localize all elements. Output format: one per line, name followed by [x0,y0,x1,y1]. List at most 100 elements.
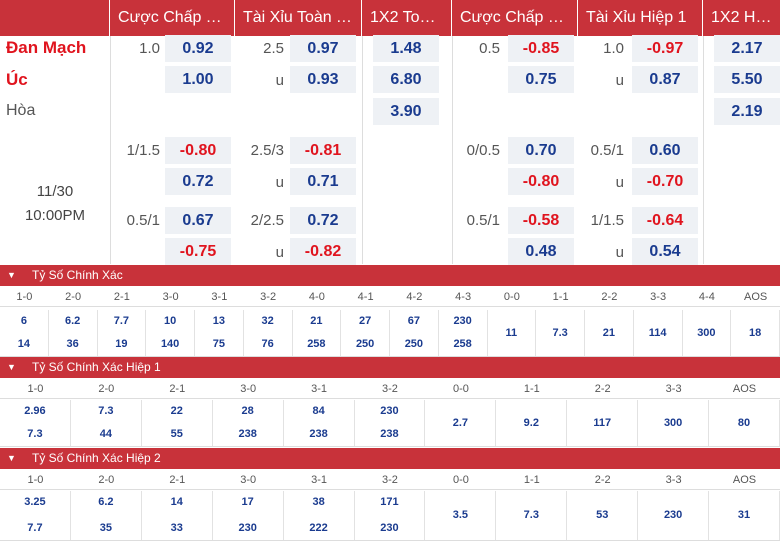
ft-ou-odds[interactable]: 0.72 [290,207,356,234]
score-odds-cell[interactable]: 230 238 [355,400,426,447]
score-odds-cell[interactable]: 117 [567,400,639,447]
draw-score-odds[interactable]: 7.3 [552,326,568,339]
away-win-odds[interactable]: 258 [307,338,326,350]
h1-ou-odds[interactable]: 0.87 [632,66,698,93]
ft-handicap-odds[interactable]: -0.80 [165,137,231,164]
section-header-second-half[interactable]: ▼ Tỷ Số Chính Xác Hiệp 2 [0,448,780,469]
home-win-odds[interactable]: 13 [212,315,225,327]
score-odds-cell[interactable]: 2.7 [425,400,497,447]
score-odds-cell[interactable]: 18 [731,310,780,357]
draw-score-odds[interactable]: 230 [663,509,683,521]
score-odds-cell[interactable]: 6.2 36 [49,310,98,357]
home-win-odds[interactable]: 2.96 [24,405,46,417]
header-ft-handicap[interactable]: Cược Chấp Toàn Trận [110,0,235,36]
home-win-odds[interactable]: 6.2 [64,315,81,327]
score-odds-cell[interactable]: 80 [709,400,780,447]
away-win-odds[interactable]: 75 [212,338,225,350]
away-win-odds[interactable]: 44 [99,428,112,440]
collapse-caret-icon[interactable]: ▼ [7,270,16,280]
score-odds-cell[interactable]: 171 230 [355,491,426,541]
h1-ou-odds[interactable]: -0.97 [632,35,698,62]
away-win-odds[interactable]: 7.3 [27,428,43,440]
h1-1x2-draw-odds[interactable]: 2.19 [714,98,780,125]
score-odds-cell[interactable]: 67 250 [390,310,439,357]
score-odds-cell[interactable]: 38 222 [284,491,355,541]
h1-ou-odds[interactable]: -0.64 [632,207,698,234]
draw-score-odds[interactable]: 300 [663,416,683,429]
away-win-odds[interactable]: 230 [238,522,257,534]
header-h1-over-under[interactable]: Tài Xỉu Hiệp 1 [578,0,703,36]
h1-1x2-home-odds[interactable]: 2.17 [714,35,780,62]
draw-score-odds[interactable]: 117 [593,416,612,429]
h1-ou-odds[interactable]: -0.70 [632,168,698,195]
draw-score-odds[interactable]: 18 [749,326,762,339]
draw-score-odds[interactable]: 31 [737,509,751,521]
header-ft-1x2[interactable]: 1X2 Toàn Trận [362,0,452,36]
ft-1x2-home-odds[interactable]: 1.48 [373,35,439,62]
home-win-odds[interactable]: 22 [170,405,183,417]
score-odds-cell[interactable]: 84 238 [284,400,355,447]
away-win-odds[interactable]: 76 [261,338,274,350]
ft-handicap-odds[interactable]: 0.67 [165,207,231,234]
away-win-odds[interactable]: 19 [115,338,128,350]
section-header-first-half[interactable]: ▼ Tỷ Số Chính Xác Hiệp 1 [0,357,780,378]
draw-score-odds[interactable]: 2.7 [452,416,469,429]
score-odds-cell[interactable]: 3.25 7.7 [0,491,71,541]
score-odds-cell[interactable]: 3.5 [425,491,497,541]
ft-1x2-draw-odds[interactable]: 3.90 [373,98,439,125]
home-win-odds[interactable]: 17 [241,496,254,508]
draw-score-odds[interactable]: 11 [505,326,518,339]
score-odds-cell[interactable]: 9.2 [496,400,568,447]
h1-handicap-odds[interactable]: 0.48 [508,238,574,265]
score-odds-cell[interactable]: 21 [585,310,634,357]
away-win-odds[interactable]: 7.7 [27,522,43,534]
home-win-odds[interactable]: 67 [407,315,420,327]
away-win-odds[interactable]: 33 [170,522,183,534]
ft-1x2-away-odds[interactable]: 6.80 [373,66,439,93]
score-odds-cell[interactable]: 7.3 [536,310,585,357]
score-odds-cell[interactable]: 114 [634,310,683,357]
ft-handicap-odds[interactable]: 0.92 [165,35,231,62]
h1-1x2-away-odds[interactable]: 5.50 [714,66,780,93]
away-win-odds[interactable]: 258 [453,338,472,350]
draw-score-odds[interactable]: 3.5 [452,509,469,521]
h1-ou-odds[interactable]: 0.54 [632,238,698,265]
score-odds-cell[interactable]: 14 33 [142,491,213,541]
home-win-odds[interactable]: 27 [359,315,372,327]
ft-ou-odds[interactable]: 0.71 [290,168,356,195]
score-odds-cell[interactable]: 13 75 [195,310,244,357]
score-odds-cell[interactable]: 6.2 35 [71,491,142,541]
score-odds-cell[interactable]: 7.3 [496,491,568,541]
h1-handicap-odds[interactable]: -0.80 [508,168,574,195]
score-odds-cell[interactable]: 21 258 [293,310,342,357]
score-odds-cell[interactable]: 32 76 [244,310,293,357]
away-win-odds[interactable]: 238 [238,428,257,440]
score-odds-cell[interactable]: 7.7 19 [98,310,147,357]
away-win-odds[interactable]: 250 [355,338,375,350]
ft-handicap-odds[interactable]: 1.00 [165,66,231,93]
score-odds-cell[interactable]: 230 258 [439,310,488,357]
score-odds-cell[interactable]: 6 14 [0,310,49,357]
score-odds-cell[interactable]: 300 [638,400,710,447]
header-h1-1x2[interactable]: 1X2 Hiệp 1 [703,0,780,36]
score-odds-cell[interactable]: 10 140 [146,310,195,357]
section-header-full-match[interactable]: ▼ Tỷ Số Chính Xác [0,265,780,286]
away-win-odds[interactable]: 238 [309,428,328,440]
home-win-odds[interactable]: 21 [310,315,323,327]
ft-ou-odds[interactable]: -0.82 [290,238,356,265]
ft-ou-odds[interactable]: -0.81 [290,137,356,164]
h1-handicap-odds[interactable]: 0.75 [508,66,574,93]
score-odds-cell[interactable]: 27 250 [341,310,390,357]
score-odds-cell[interactable]: 7.3 44 [71,400,142,447]
home-win-odds[interactable]: 38 [312,496,325,508]
ft-handicap-odds[interactable]: -0.75 [165,238,231,265]
draw-score-odds[interactable]: 7.3 [523,509,539,521]
ft-ou-odds[interactable]: 0.97 [290,35,356,62]
score-odds-cell[interactable]: 53 [567,491,639,541]
home-win-odds[interactable]: 84 [312,405,325,417]
away-win-odds[interactable]: 14 [17,338,30,350]
away-win-odds[interactable]: 230 [380,522,399,534]
score-odds-cell[interactable]: 22 55 [142,400,213,447]
score-odds-cell[interactable]: 11 [488,310,537,357]
home-win-odds[interactable]: 230 [380,405,399,417]
